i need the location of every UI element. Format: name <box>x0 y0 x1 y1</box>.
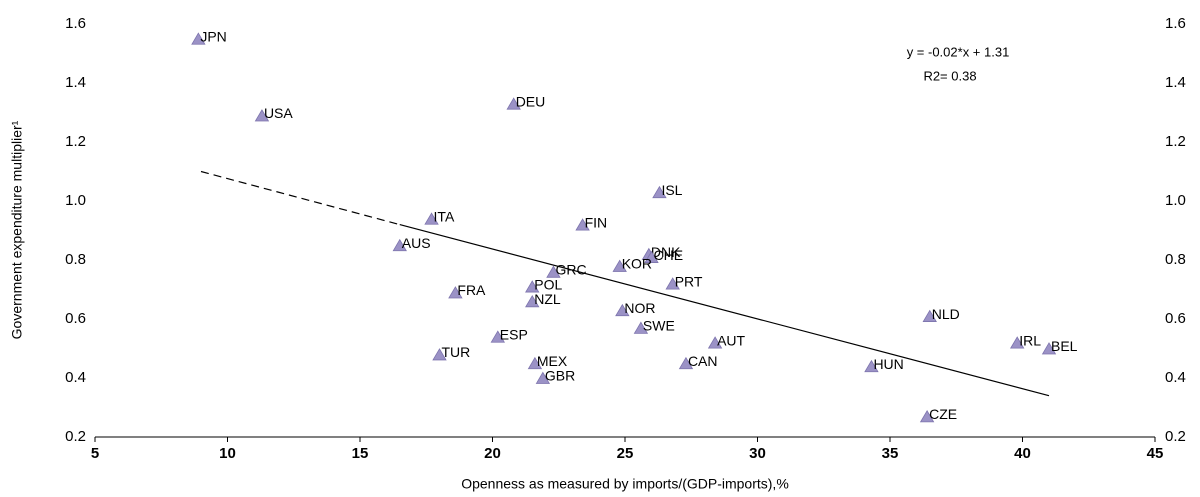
point-label: FIN <box>585 214 608 230</box>
point <box>535 371 551 384</box>
point-label: NOR <box>624 300 655 316</box>
point-label: GBR <box>545 368 575 384</box>
point <box>432 348 447 361</box>
point <box>922 309 937 322</box>
x-tick-label: 35 <box>882 445 899 462</box>
point-label: POL <box>534 276 562 292</box>
point-label: CAN <box>688 353 718 369</box>
y2-tick-label: 1.2 <box>1165 133 1186 150</box>
point <box>665 277 680 290</box>
x-tick-label: 5 <box>91 445 99 462</box>
y-axis-title: Government expenditure multiplier¹ <box>9 120 25 339</box>
point <box>392 238 407 252</box>
x-tick-label: 20 <box>484 445 501 462</box>
x-tick-label: 30 <box>749 445 766 462</box>
point <box>864 359 879 373</box>
point-label: HUN <box>873 356 903 372</box>
point-label: CHE <box>654 247 684 263</box>
y-tick-label: 1.2 <box>65 133 86 150</box>
point <box>254 109 270 122</box>
point <box>652 185 667 199</box>
y2-tick-label: 1.4 <box>1165 74 1186 91</box>
y-tick-label: 0.6 <box>65 310 86 327</box>
point-label: KOR <box>622 256 652 272</box>
point-label: ISL <box>661 182 682 198</box>
point <box>506 97 521 110</box>
point <box>448 286 463 299</box>
trend-line <box>399 224 1050 397</box>
x-tick-label: 25 <box>617 445 634 462</box>
equation: y = -0.02*x + 1.31 <box>907 44 1010 59</box>
y-tick-label: 0.8 <box>65 251 86 268</box>
point <box>575 218 590 231</box>
point <box>633 321 649 334</box>
point <box>525 294 540 308</box>
y-tick-label: 1.4 <box>65 74 86 91</box>
point-label: SWE <box>643 318 675 334</box>
point <box>612 259 627 272</box>
point-label: TUR <box>442 344 471 360</box>
point <box>527 356 543 370</box>
point <box>191 32 206 45</box>
x-tick-label: 40 <box>1014 445 1031 462</box>
x-axis-title: Openness as measured by imports/(GDP-imp… <box>461 476 789 492</box>
point-label: CZE <box>929 406 957 422</box>
point-label: BEL <box>1051 338 1078 354</box>
point-label: ESP <box>500 326 528 342</box>
point-label: DEU <box>516 93 546 109</box>
point-label: NLD <box>932 306 960 322</box>
point-label: PRT <box>675 273 703 289</box>
y2-tick-label: 1.0 <box>1165 192 1186 209</box>
point-label: ITA <box>434 208 455 224</box>
y2-tick-label: 0.6 <box>1165 310 1186 327</box>
point <box>424 212 439 225</box>
point <box>1010 336 1025 349</box>
y-tick-label: 1.0 <box>65 192 86 209</box>
point-label: DNK <box>651 244 681 260</box>
point <box>919 410 935 423</box>
point <box>678 356 694 370</box>
point <box>707 336 723 349</box>
x-tick-label: 45 <box>1147 445 1164 462</box>
y2-tick-label: 0.2 <box>1165 428 1186 445</box>
point-label: AUT <box>717 332 745 348</box>
x-tick-label: 15 <box>352 445 369 462</box>
point <box>615 303 630 317</box>
point-label: NZL <box>534 291 561 307</box>
y2-tick-label: 1.6 <box>1165 15 1186 32</box>
point-label: USA <box>264 105 293 121</box>
point-label: GRC <box>555 262 586 278</box>
point <box>546 265 561 278</box>
y-tick-label: 1.6 <box>65 15 86 32</box>
point <box>525 280 540 293</box>
point-label: AUS <box>402 235 431 251</box>
point-label: JPN <box>200 28 226 44</box>
x-tick-label: 10 <box>219 445 236 462</box>
point-label: IRL <box>1019 332 1041 348</box>
point <box>1041 342 1057 355</box>
trend-line <box>200 170 400 226</box>
y2-tick-label: 0.4 <box>1165 369 1186 386</box>
point-label: MEX <box>537 353 568 369</box>
point <box>490 330 505 343</box>
y-tick-label: 0.2 <box>65 428 86 445</box>
point <box>644 250 659 263</box>
point-label: FRA <box>457 282 486 298</box>
r-squared: R2= 0.38 <box>923 68 976 83</box>
y2-tick-label: 0.8 <box>1165 251 1186 268</box>
y-tick-label: 0.4 <box>65 369 86 386</box>
